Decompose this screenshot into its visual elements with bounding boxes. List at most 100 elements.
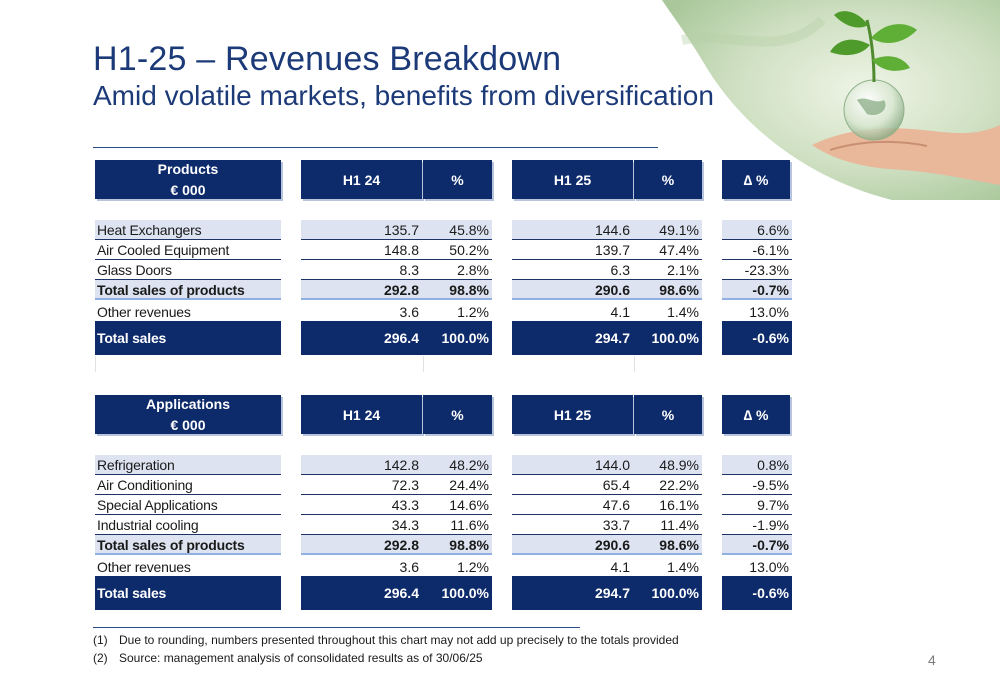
title-divider <box>93 147 658 148</box>
h1-25-percent: 100.0% <box>634 321 702 355</box>
h1-25-percent: 49.1% <box>634 220 702 240</box>
row-label: Refrigeration <box>95 455 281 475</box>
row-label: Total sales of products <box>95 535 281 555</box>
footnote-number: (1) <box>93 633 108 647</box>
products-h1-24-header: H1 24 <box>301 160 422 199</box>
applications-header: Applications € 000 <box>95 395 281 434</box>
footnote: (2) Source: management analysis of consol… <box>93 651 483 665</box>
h1-24-percent: 48.2% <box>423 455 492 475</box>
h1-25-value: 294.7 <box>512 576 634 610</box>
h1-25-value: 294.7 <box>512 321 634 355</box>
h1-24-value: 296.4 <box>301 576 423 610</box>
table-row-subtotal: Total sales of products 292.8 98.8% 290.… <box>0 280 1000 300</box>
h1-25-value: 4.1 <box>610 304 630 320</box>
delta-percent: 13.0% <box>749 559 789 575</box>
applications-header-unit: € 000 <box>170 416 206 433</box>
h1-24-value: 72.3 <box>301 475 423 495</box>
row-label: Air Conditioning <box>95 475 281 495</box>
h1-25-percent: 48.9% <box>634 455 702 475</box>
row-label: Total sales of products <box>95 280 281 300</box>
applications-h1-25-header: H1 25 <box>512 395 633 434</box>
h1-25-percent: 16.1% <box>634 495 702 515</box>
applications-pct2-header: % <box>634 395 702 434</box>
h1-25-value: 4.1 <box>610 559 630 575</box>
applications-delta-header: ∆ % <box>722 395 790 434</box>
products-h1-25-header: H1 25 <box>512 160 633 199</box>
h1-24-percent: 1.2% <box>457 304 489 320</box>
delta-percent: -0.6% <box>722 576 792 610</box>
delta-percent: 9.7% <box>722 495 792 515</box>
row-label: Other revenues <box>97 304 191 320</box>
h1-24-percent: 14.6% <box>423 495 492 515</box>
h1-24-percent: 45.8% <box>423 220 492 240</box>
h1-25-percent: 47.4% <box>634 240 702 260</box>
h1-24-value: 3.6 <box>399 559 419 575</box>
table-row: Heat Exchangers 135.7 45.8% 144.6 49.1% … <box>0 220 1000 240</box>
footnote: (1) Due to rounding, numbers presented th… <box>93 633 679 647</box>
h1-25-percent: 100.0% <box>634 576 702 610</box>
table-row: Glass Doors 8.3 2.8% 6.3 2.1% -23.3% <box>0 260 1000 280</box>
row-label: Special Applications <box>95 495 281 515</box>
table-row: Special Applications 43.3 14.6% 47.6 16.… <box>0 495 1000 515</box>
footnote-text: Source: management analysis of consolida… <box>119 651 483 665</box>
products-header: Products € 000 <box>95 160 281 199</box>
h1-24-value: 3.6 <box>399 304 419 320</box>
applications-pct1-header: % <box>423 395 492 434</box>
h1-24-percent: 98.8% <box>423 535 492 555</box>
delta-percent: 6.6% <box>722 220 792 240</box>
table-row-subtotal: Total sales of products 292.8 98.8% 290.… <box>0 535 1000 555</box>
h1-24-value: 296.4 <box>301 321 423 355</box>
h1-25-value: 65.4 <box>512 475 634 495</box>
grid-line <box>95 356 96 372</box>
footnote-text: Due to rounding, numbers presented throu… <box>119 633 679 647</box>
delta-percent: -0.7% <box>722 535 792 555</box>
h1-24-value: 34.3 <box>301 515 423 535</box>
h1-24-percent: 24.4% <box>423 475 492 495</box>
h1-24-percent: 100.0% <box>423 576 492 610</box>
h1-25-value: 47.6 <box>512 495 634 515</box>
delta-percent: -0.7% <box>722 280 792 300</box>
table-row: Air Conditioning 72.3 24.4% 65.4 22.2% -… <box>0 475 1000 495</box>
h1-24-percent: 1.2% <box>457 559 489 575</box>
table-row: Other revenues 3.6 1.2% 4.1 1.4% 13.0% <box>0 302 1000 322</box>
sprout-globe-image <box>662 0 1000 200</box>
table-row-total: Total sales 296.4 100.0% 294.7 100.0% -0… <box>0 576 1000 610</box>
products-pct1-header: % <box>423 160 492 199</box>
h1-24-value: 292.8 <box>301 535 423 555</box>
h1-24-value: 148.8 <box>301 240 423 260</box>
row-label: Heat Exchangers <box>95 220 281 240</box>
delta-percent: -23.3% <box>722 260 792 280</box>
delta-percent: -1.9% <box>722 515 792 535</box>
h1-25-value: 144.0 <box>512 455 634 475</box>
table-row-total: Total sales 296.4 100.0% 294.7 100.0% -0… <box>0 321 1000 355</box>
h1-25-value: 6.3 <box>512 260 634 280</box>
applications-h1-24-header: H1 24 <box>301 395 422 434</box>
table-row: Other revenues 3.6 1.2% 4.1 1.4% 13.0% <box>0 557 1000 577</box>
table-row: Refrigeration 142.8 48.2% 144.0 48.9% 0.… <box>0 455 1000 475</box>
products-delta-header: ∆ % <box>722 160 790 199</box>
h1-25-value: 290.6 <box>512 535 634 555</box>
delta-percent: -9.5% <box>722 475 792 495</box>
footnote-divider <box>93 627 580 628</box>
grid-line <box>634 356 635 372</box>
h1-25-value: 33.7 <box>512 515 634 535</box>
h1-24-percent: 11.6% <box>423 515 492 535</box>
products-header-unit: € 000 <box>170 181 206 198</box>
h1-25-percent: 98.6% <box>634 535 702 555</box>
delta-percent: -0.6% <box>722 321 792 355</box>
h1-25-value: 144.6 <box>512 220 634 240</box>
grid-line <box>423 356 424 372</box>
delta-percent: -6.1% <box>722 240 792 260</box>
h1-24-percent: 2.8% <box>423 260 492 280</box>
products-header-title: Products <box>157 160 219 177</box>
h1-25-percent: 1.4% <box>667 559 699 575</box>
delta-percent: 0.8% <box>722 455 792 475</box>
h1-24-value: 142.8 <box>301 455 423 475</box>
h1-24-percent: 100.0% <box>423 321 492 355</box>
h1-25-percent: 2.1% <box>634 260 702 280</box>
row-label: Industrial cooling <box>95 515 281 535</box>
slide-title: H1-25 – Revenues Breakdown <box>93 40 562 78</box>
h1-25-value: 290.6 <box>512 280 634 300</box>
table-row: Industrial cooling 34.3 11.6% 33.7 11.4%… <box>0 515 1000 535</box>
page-number: 4 <box>928 652 936 668</box>
